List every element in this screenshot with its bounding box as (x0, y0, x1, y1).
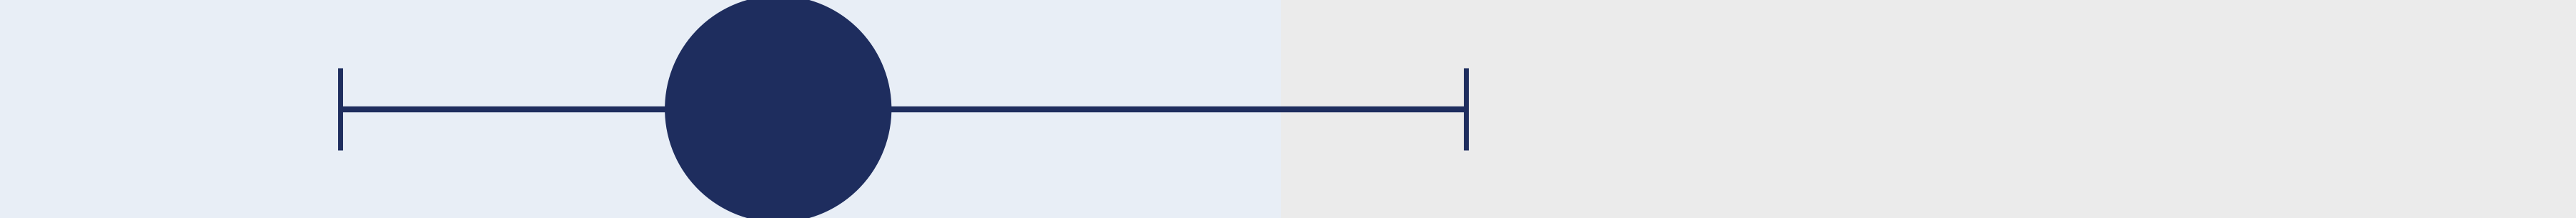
Ellipse shape (665, 0, 891, 218)
FancyBboxPatch shape (1280, 0, 2576, 218)
FancyBboxPatch shape (0, 0, 1280, 218)
